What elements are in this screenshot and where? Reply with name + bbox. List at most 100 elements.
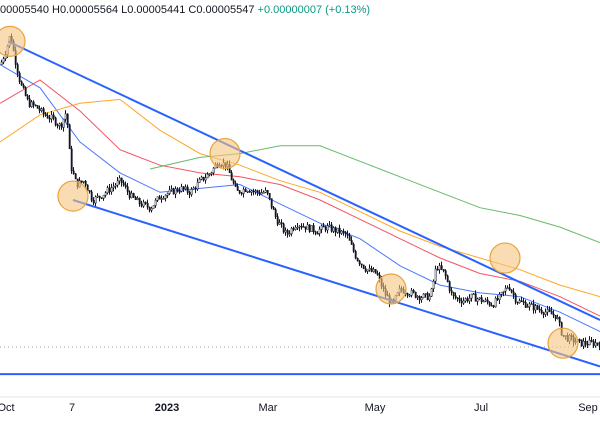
candle-body — [82, 180, 85, 183]
candle-body — [280, 222, 283, 225]
candle-body — [312, 225, 315, 232]
candle-body — [254, 190, 257, 192]
candle-body — [500, 292, 503, 295]
candle-body — [234, 182, 237, 187]
candle-body — [428, 295, 431, 301]
candle-body — [128, 191, 131, 199]
candle-body — [288, 233, 291, 235]
candle-body — [546, 309, 549, 313]
candle-body — [554, 314, 557, 319]
candle-body — [20, 81, 23, 86]
moving-average-line — [0, 79, 600, 317]
candle-body — [528, 303, 531, 307]
candle-body — [208, 173, 211, 176]
candle-body — [18, 72, 21, 82]
candle-body — [450, 290, 453, 293]
candle-body — [534, 305, 537, 311]
candle-body — [370, 268, 373, 272]
candle-body — [212, 167, 215, 174]
x-tick-label: Mar — [258, 402, 278, 414]
candle-body — [176, 188, 179, 192]
candle-body — [348, 235, 351, 241]
candle-body — [72, 170, 75, 174]
candle-body — [482, 300, 485, 303]
candle-body — [454, 295, 457, 299]
candle-body — [160, 198, 163, 200]
candle-body — [168, 189, 171, 194]
candle-body — [342, 230, 345, 233]
candle-body — [352, 244, 355, 252]
candle-body — [66, 113, 69, 126]
candle-body — [506, 287, 509, 289]
candle-body — [28, 98, 31, 107]
candle-body — [178, 190, 181, 193]
candle-body — [262, 192, 265, 194]
candle-body — [594, 342, 597, 346]
candle-body — [250, 190, 253, 193]
candle-body — [260, 192, 263, 195]
candle-body — [486, 299, 489, 303]
candle-body — [294, 227, 297, 230]
candle-body — [584, 341, 587, 345]
candle-body — [88, 190, 91, 193]
candle-body — [372, 269, 375, 272]
candle-body — [108, 187, 111, 193]
candle-body — [22, 84, 25, 88]
candle-body — [106, 187, 109, 193]
candle-body — [180, 186, 183, 192]
candle-body — [50, 114, 53, 120]
candle-body — [586, 343, 589, 346]
candle-body — [498, 293, 501, 301]
candle-body — [530, 303, 533, 305]
candle-body — [470, 293, 473, 299]
candle-body — [548, 309, 551, 312]
candle-body — [430, 288, 433, 297]
candle-body — [440, 265, 443, 270]
candle-body — [338, 227, 341, 234]
highlight-circle — [547, 327, 579, 359]
candle-body — [194, 187, 197, 190]
candle-body — [464, 298, 467, 302]
candle-body — [496, 298, 499, 301]
candle-body — [134, 196, 137, 201]
candle-body — [436, 268, 439, 271]
candle-body — [302, 226, 305, 228]
candle-body — [474, 293, 477, 302]
candle-body — [494, 298, 497, 308]
candle-body — [520, 300, 523, 302]
candle-body — [16, 64, 19, 74]
candle-body — [476, 298, 479, 302]
candle-body — [94, 196, 97, 204]
candle-body — [272, 207, 275, 210]
candle-body — [132, 193, 135, 198]
candle-body — [444, 270, 447, 277]
candle-body — [96, 195, 99, 198]
candle-body — [334, 227, 337, 233]
candle-body — [330, 224, 333, 232]
candle-body — [152, 205, 155, 209]
candle-body — [414, 291, 417, 298]
candle-body — [306, 224, 309, 230]
highlight-circle — [375, 273, 407, 305]
candle-body — [186, 186, 189, 193]
candle-body — [406, 293, 409, 296]
candle-body — [368, 268, 371, 271]
candle-body — [518, 300, 521, 304]
candle-body — [92, 200, 95, 204]
candle-body — [146, 203, 149, 208]
candle-body — [188, 192, 191, 195]
candle-body — [232, 179, 235, 184]
candle-body — [358, 260, 361, 265]
highlight-circle — [209, 137, 241, 170]
candle-body — [140, 203, 143, 207]
candle-body — [512, 291, 515, 295]
candle-body — [324, 226, 327, 231]
candle-body — [174, 188, 177, 195]
candle-body — [582, 341, 585, 347]
candle-body — [80, 180, 83, 183]
candle-body — [346, 233, 349, 236]
candle-body — [316, 233, 319, 235]
candle-body — [124, 184, 127, 187]
candle-body — [508, 287, 511, 291]
